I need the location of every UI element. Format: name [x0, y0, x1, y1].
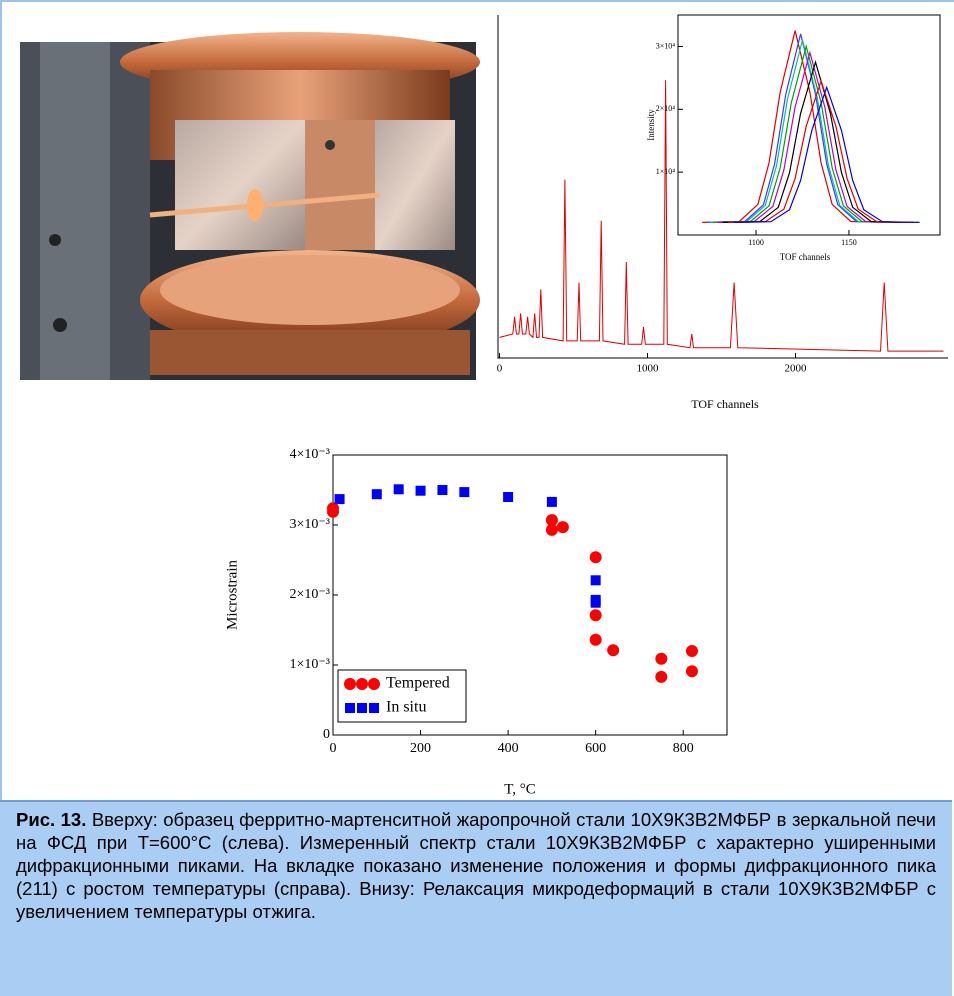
data-line	[702, 30, 889, 223]
point	[371, 489, 382, 500]
y-tick-label: 3×10⁻³	[290, 517, 330, 532]
y-axis-label: Microstrain	[224, 560, 240, 630]
point	[589, 609, 602, 622]
point	[334, 494, 345, 505]
point	[437, 485, 448, 495]
legend-marker	[344, 678, 356, 690]
y-tick-label: 1×10⁻³	[290, 657, 330, 672]
legend-label: In situ	[386, 699, 426, 716]
x-tick-label: 600	[585, 741, 606, 756]
caption: Рис. 13. Вверху: образец ферритно-мартен…	[0, 800, 952, 996]
caption-text: Вверху: образец ферритно-мартенситной жа…	[16, 809, 937, 922]
point	[655, 670, 668, 683]
y-tick-label: 1×10⁴	[656, 167, 676, 176]
data-line	[716, 50, 903, 223]
point	[685, 645, 698, 657]
x-tick-label: 0	[497, 363, 503, 375]
point	[589, 633, 602, 646]
caption-label: Рис. 13.	[16, 809, 87, 830]
axes	[497, 15, 948, 359]
point	[685, 665, 698, 678]
data-line	[499, 80, 944, 352]
point	[589, 551, 602, 564]
point	[415, 485, 426, 496]
axes	[332, 454, 728, 736]
legend-marker	[356, 678, 368, 690]
y-tick-label: 2×10⁻³	[290, 587, 330, 602]
x-tick-label: 1000	[637, 363, 660, 375]
x-axis-label: TOF channels	[780, 252, 831, 262]
x-tick-label: 0	[330, 741, 337, 756]
legend-label: Tempered	[386, 675, 450, 692]
point	[590, 597, 601, 608]
y-axis-label: Intensity	[646, 109, 656, 141]
legend-marker	[345, 703, 355, 713]
point	[327, 505, 339, 518]
point	[459, 487, 470, 498]
y-tick-label: 0	[323, 727, 330, 742]
x-tick-label: 400	[498, 741, 519, 756]
y-tick-label: 4×10⁻³	[290, 447, 330, 462]
x-tick-label: 1150	[841, 238, 857, 247]
x-tick-label: 2000	[785, 363, 808, 375]
legend-marker	[357, 703, 367, 713]
x-axis-label: TOF channels	[691, 397, 759, 411]
y-tick-label: 2×10⁴	[656, 104, 676, 113]
legend-marker	[369, 703, 379, 713]
x-axis-label: T, °C	[504, 781, 536, 797]
point	[607, 644, 620, 657]
y-tick-label: 3×10⁴	[656, 41, 676, 50]
point	[655, 652, 668, 665]
point	[545, 514, 558, 527]
photo	[20, 32, 480, 380]
data-line	[709, 39, 896, 223]
x-tick-label: 1100	[748, 238, 764, 247]
data-line	[707, 33, 894, 223]
axes	[677, 14, 941, 236]
x-tick-label: 800	[673, 741, 694, 756]
point	[503, 492, 514, 502]
data-line	[713, 44, 900, 223]
point	[546, 496, 557, 507]
data-line	[722, 59, 909, 223]
point	[556, 521, 569, 534]
legend-marker	[368, 678, 380, 690]
data-line	[733, 85, 920, 223]
inset-background	[678, 15, 940, 235]
data-line	[728, 79, 915, 223]
point	[590, 575, 601, 586]
point	[393, 484, 404, 495]
point	[545, 523, 558, 536]
x-tick-label: 200	[410, 741, 431, 756]
